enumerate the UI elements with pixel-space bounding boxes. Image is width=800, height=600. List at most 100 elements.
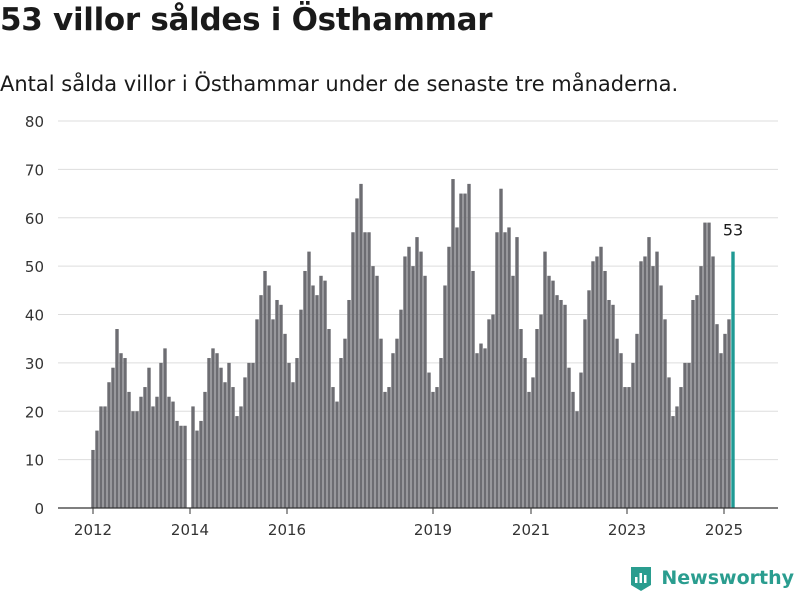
bar [483,348,487,508]
bar [595,256,599,508]
bar [471,270,475,508]
bar [719,353,723,508]
bar [103,406,107,508]
bar [579,372,583,508]
chart-title: 53 villor såldes i Östhammar [0,2,493,38]
bar [707,222,711,508]
bar [603,270,607,508]
y-tick-label: 70 [25,161,44,179]
bar [107,382,111,508]
bar [583,319,587,508]
bar [439,358,443,508]
bar [139,396,143,508]
bar [171,401,175,508]
bar [627,387,631,508]
bar [127,391,131,508]
x-tick-label: 2014 [171,521,209,539]
bar [655,251,659,509]
newsworthy-logo-icon [631,567,652,591]
bar [443,285,447,508]
bar [403,256,407,508]
bar [251,362,255,508]
bar [375,275,379,508]
bar [95,430,99,508]
y-tick-label: 20 [25,403,44,421]
bar [659,285,663,508]
bar [387,387,391,508]
y-tick-label: 0 [34,500,44,518]
bar [639,261,643,508]
bar [475,353,479,508]
bar [591,261,595,508]
bar [207,358,211,508]
bar [407,246,411,508]
bar [419,251,423,509]
x-tick-label: 2019 [414,521,452,539]
bar [647,237,651,508]
bar [295,358,299,508]
bar [619,353,623,508]
bar [215,353,219,508]
bar [699,266,703,508]
bar [527,391,531,508]
bar [331,387,335,508]
bar [311,285,315,508]
y-tick-label: 80 [25,113,44,131]
bar [623,387,627,508]
bar [315,295,319,508]
x-tick-label: 2025 [705,521,743,539]
bar [99,406,103,508]
bar [255,319,259,508]
bar [651,266,655,508]
x-tick-label: 2021 [512,521,550,539]
bar [319,275,323,508]
bar [711,256,715,508]
bar [703,222,707,508]
bar [467,183,471,508]
brand: Newsworthy [629,564,794,592]
bar [263,270,267,508]
bar [631,362,635,508]
bar [335,401,339,508]
bar [567,367,571,508]
bar [383,391,387,508]
bar [379,338,383,508]
bar [339,358,343,508]
bar [91,449,95,508]
bar [683,362,687,508]
bar [587,290,591,508]
bar [523,358,527,508]
highlight-bar [731,251,735,509]
bar [231,387,235,508]
bar [679,387,683,508]
y-tick-label: 40 [25,307,44,325]
bar [119,353,123,508]
bar [159,362,163,508]
bar [131,411,135,508]
bar [147,367,151,508]
bar [611,304,615,508]
bar [307,251,311,509]
bar [399,309,403,508]
bar [363,232,367,508]
bar [367,232,371,508]
bar [243,377,247,508]
bar [723,333,727,508]
bar [179,425,183,508]
bar [427,372,431,508]
bar [175,420,179,508]
bar [563,304,567,508]
bar [543,251,547,509]
bar [551,280,555,508]
bar [151,406,155,508]
bar [571,391,575,508]
bar [327,329,331,508]
bar [247,362,251,508]
bar [283,333,287,508]
y-tick-label: 30 [25,355,44,373]
bar [423,275,427,508]
bar [479,343,483,508]
bar [415,237,419,508]
bar [435,387,439,508]
